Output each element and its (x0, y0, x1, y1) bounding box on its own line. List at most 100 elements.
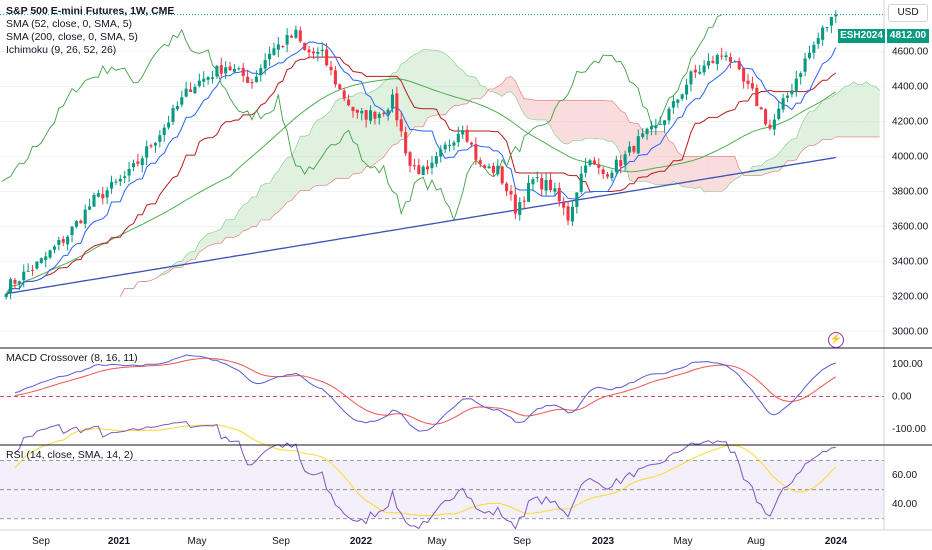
kumo-segment (462, 70, 468, 105)
kumo-segment (445, 53, 450, 115)
kumo-segment (726, 156, 731, 189)
macd-pane[interactable] (0, 354, 884, 432)
candle-body (263, 60, 267, 69)
candle-body (355, 109, 359, 113)
kumo-segment (822, 98, 828, 140)
candle-body (619, 159, 623, 167)
candle-body (175, 106, 179, 110)
candle-body (478, 160, 482, 165)
candle-body (237, 68, 241, 70)
price-tick-label: 4200.00 (892, 117, 929, 128)
kumo-segment (669, 140, 674, 185)
candle-body (417, 165, 421, 175)
candle-body (13, 279, 17, 284)
price-tick-label: 3400.00 (892, 256, 929, 267)
candle-body (702, 65, 706, 73)
currency-button[interactable]: USD (888, 4, 928, 22)
candle-body (206, 77, 210, 80)
price-tick-label: 4400.00 (892, 82, 929, 93)
candle-body (307, 49, 311, 53)
candle-body (465, 129, 469, 142)
kumo-segment (221, 219, 226, 244)
candle-body (816, 38, 820, 44)
candle-body (535, 177, 539, 179)
kumo-segment (589, 100, 595, 139)
kumo-segment (717, 156, 722, 192)
candle-body (145, 146, 149, 158)
candle-body (180, 97, 184, 105)
candle-body (623, 154, 627, 165)
candle-body (654, 125, 658, 128)
kumo-segment (309, 124, 314, 191)
kumo-segment (524, 98, 529, 119)
time-tick-label: 2021 (108, 536, 131, 547)
candle-body (772, 119, 776, 130)
kumo-segment (813, 106, 819, 146)
candle-body (272, 48, 276, 55)
candle-body (491, 165, 495, 173)
ichimoku-legend: Ichimoku (9, 26, 52, 26) (6, 44, 117, 56)
candle-body (584, 165, 588, 173)
time-tick-label: 2022 (350, 536, 373, 547)
kumo-segment (805, 110, 810, 149)
candle-body (592, 160, 596, 165)
rsi-pane[interactable] (0, 421, 884, 530)
kumo-segment (546, 100, 551, 127)
candle-body (553, 188, 557, 192)
kumo-segment (664, 131, 670, 185)
candle-body (483, 165, 487, 169)
kumo-segment (453, 61, 459, 106)
candle-body (4, 293, 8, 298)
kumo-segment (528, 98, 533, 120)
candle-body (35, 261, 39, 269)
kumo-segment (712, 156, 718, 192)
kumo-segment (778, 148, 784, 172)
kumo-segment (559, 100, 564, 144)
rsi-tick-label: 60.00 (892, 470, 917, 481)
candle-body (303, 42, 307, 51)
candle-body (768, 124, 772, 129)
candle-body (338, 84, 342, 90)
candle-body (610, 172, 614, 179)
candle-body (228, 66, 232, 71)
kumo-segment (655, 131, 661, 185)
rsi-legend: RSI (14, close, SMA, 14, 2) (6, 449, 134, 461)
candle-body (487, 166, 491, 169)
candle-body (364, 109, 368, 120)
candle-body (632, 146, 636, 152)
candle-body (254, 76, 258, 82)
candle-body (522, 200, 526, 202)
kumo-segment (282, 158, 288, 208)
price-pane[interactable] (0, 10, 884, 332)
candle-body (649, 126, 653, 130)
candle-body (110, 181, 114, 189)
symbol-tag: ESH2024 (838, 29, 885, 43)
kumo-segment (238, 205, 244, 236)
kumo-segment (357, 92, 362, 174)
price-tick-label: 3800.00 (892, 186, 929, 197)
kumo-segment (563, 100, 569, 145)
candle-body (742, 68, 746, 82)
candle-body (588, 160, 592, 166)
kumo-segment (374, 86, 380, 164)
candle-body (189, 89, 193, 93)
candle-body (790, 90, 794, 95)
candle-body (83, 209, 87, 224)
candle-body (447, 144, 452, 146)
candle-body (390, 94, 395, 109)
candle-body (404, 132, 408, 154)
kumo-segment (475, 77, 481, 99)
kumo-segment (493, 86, 498, 94)
candle-body (320, 49, 324, 52)
candle-body (395, 93, 399, 121)
candle-body (505, 183, 509, 192)
candle-body (412, 165, 416, 167)
lightning-icon[interactable]: ⚡ (828, 332, 844, 348)
rsi-ma-line (14, 424, 837, 517)
candle-body (61, 239, 65, 243)
kumo-segment (273, 170, 279, 215)
senkou-b-line (120, 76, 880, 297)
kumo-segment (225, 219, 231, 238)
